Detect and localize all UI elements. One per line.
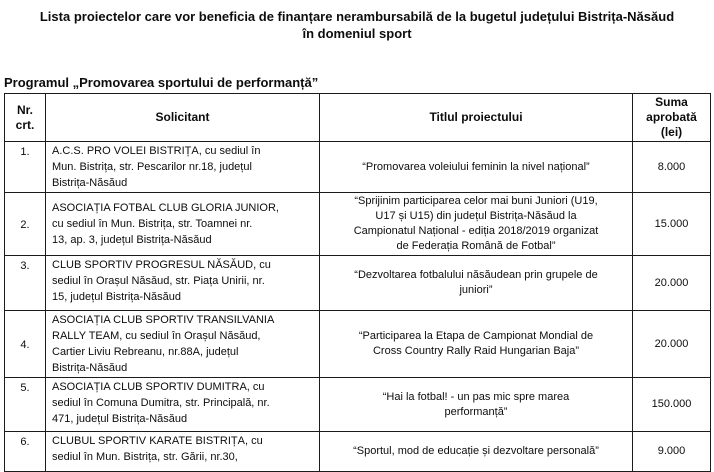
header-amount: Suma aprobată (lei) [632,93,711,142]
solicitant-cell: ASOCIAȚIA CLUB SPORTIV DUMITRA, cu sediu… [45,377,320,432]
approved-amount-cell: 20.000 [632,310,711,378]
project-title-cell: “Promovarea voleiului feminin la nivel n… [319,141,633,193]
row-number: 6. [4,431,46,472]
table-row: 3. CLUB SPORTIV PROGRESUL NĂSĂUD, cu sed… [4,255,711,311]
program-heading: Programul „Promovarea sportului de perfo… [4,75,319,90]
project-title-cell: “Participarea la Etapa de Campionat Mond… [319,310,633,378]
projects-funding-table: Nr. crt. Solicitant Titlul proiectului S… [4,93,711,472]
table-row: 2. ASOCIAȚIA FOTBAL CLUB GLORIA JUNIOR, … [4,192,711,256]
page-title: Lista proiectelor care vor beneficia de … [39,9,675,41]
approved-amount-cell: 150.000 [632,377,711,432]
header-nr-crt: Nr. crt. [4,93,46,142]
table-row: 6. CLUBUL SPORTIV KARATE BISTRIȚA, cu se… [4,431,711,472]
table-header-row: Nr. crt. Solicitant Titlul proiectului S… [4,93,711,142]
approved-amount-cell: 9.000 [632,431,711,472]
solicitant-cell: ASOCIAȚIA CLUB SPORTIV TRANSILVANIA RALL… [45,310,320,378]
header-project-title: Titlul proiectului [319,93,633,142]
project-title-cell: “Sportul, mod de educație și dezvoltare … [319,431,633,472]
table-row: 4. ASOCIAȚIA CLUB SPORTIV TRANSILVANIA R… [4,310,711,378]
project-title-cell: “Sprijinim participarea celor mai buni J… [319,192,633,256]
table-row: 5. ASOCIAȚIA CLUB SPORTIV DUMITRA, cu se… [4,377,711,432]
solicitant-cell: CLUB SPORTIV PROGRESUL NĂSĂUD, cu sediul… [45,255,320,311]
project-title-cell: “Hai la fotbal! - un pas mic spre marea … [319,377,633,432]
solicitant-cell: ASOCIAȚIA FOTBAL CLUB GLORIA JUNIOR, cu … [45,192,320,256]
approved-amount-cell: 15.000 [632,192,711,256]
row-number: 4. [4,310,46,378]
row-number: 5. [4,377,46,432]
project-title-cell: “Dezvoltarea fotbalului năsăudean prin g… [319,255,633,311]
table-row: 1. A.C.S. PRO VOLEI BISTRIȚA, cu sediul … [4,141,711,193]
approved-amount-cell: 8.000 [632,141,711,193]
solicitant-cell: A.C.S. PRO VOLEI BISTRIȚA, cu sediul în … [45,141,320,193]
header-solicitant: Solicitant [45,93,320,142]
row-number: 1. [4,141,46,193]
row-number: 2. [4,192,46,256]
solicitant-cell: CLUBUL SPORTIV KARATE BISTRIȚA, cu sediu… [45,431,320,472]
approved-amount-cell: 20.000 [632,255,711,311]
row-number: 3. [4,255,46,311]
document-page: { "page": { "title": "Lista proiectelor … [0,8,714,472]
